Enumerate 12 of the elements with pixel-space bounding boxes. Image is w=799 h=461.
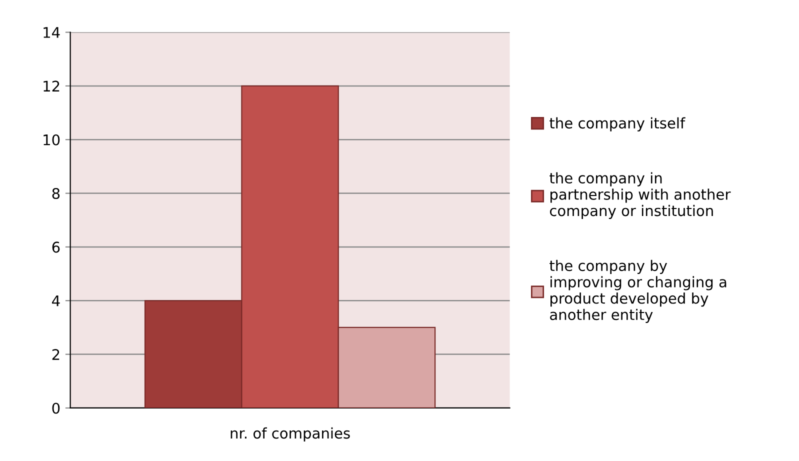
x-tick-label: nr. of companies (230, 427, 350, 442)
y-tick-label: 6 (52, 242, 60, 253)
y-tick-label: 14 (44, 27, 60, 38)
legend-label: the company by improving or changing a product developed by another entity (550, 260, 726, 323)
y-tick-label: 8 (52, 188, 60, 200)
y-tick-label: 2 (52, 349, 60, 360)
legend-label: the company in partnership with another company or institution (550, 172, 731, 220)
y-tick-label: 0 (52, 402, 60, 414)
y-tick-label: 4 (52, 296, 60, 306)
legend-label: the company itself (550, 117, 686, 132)
y-tick-label: 12 (44, 80, 60, 92)
y-tick-label: 10 (44, 134, 60, 146)
